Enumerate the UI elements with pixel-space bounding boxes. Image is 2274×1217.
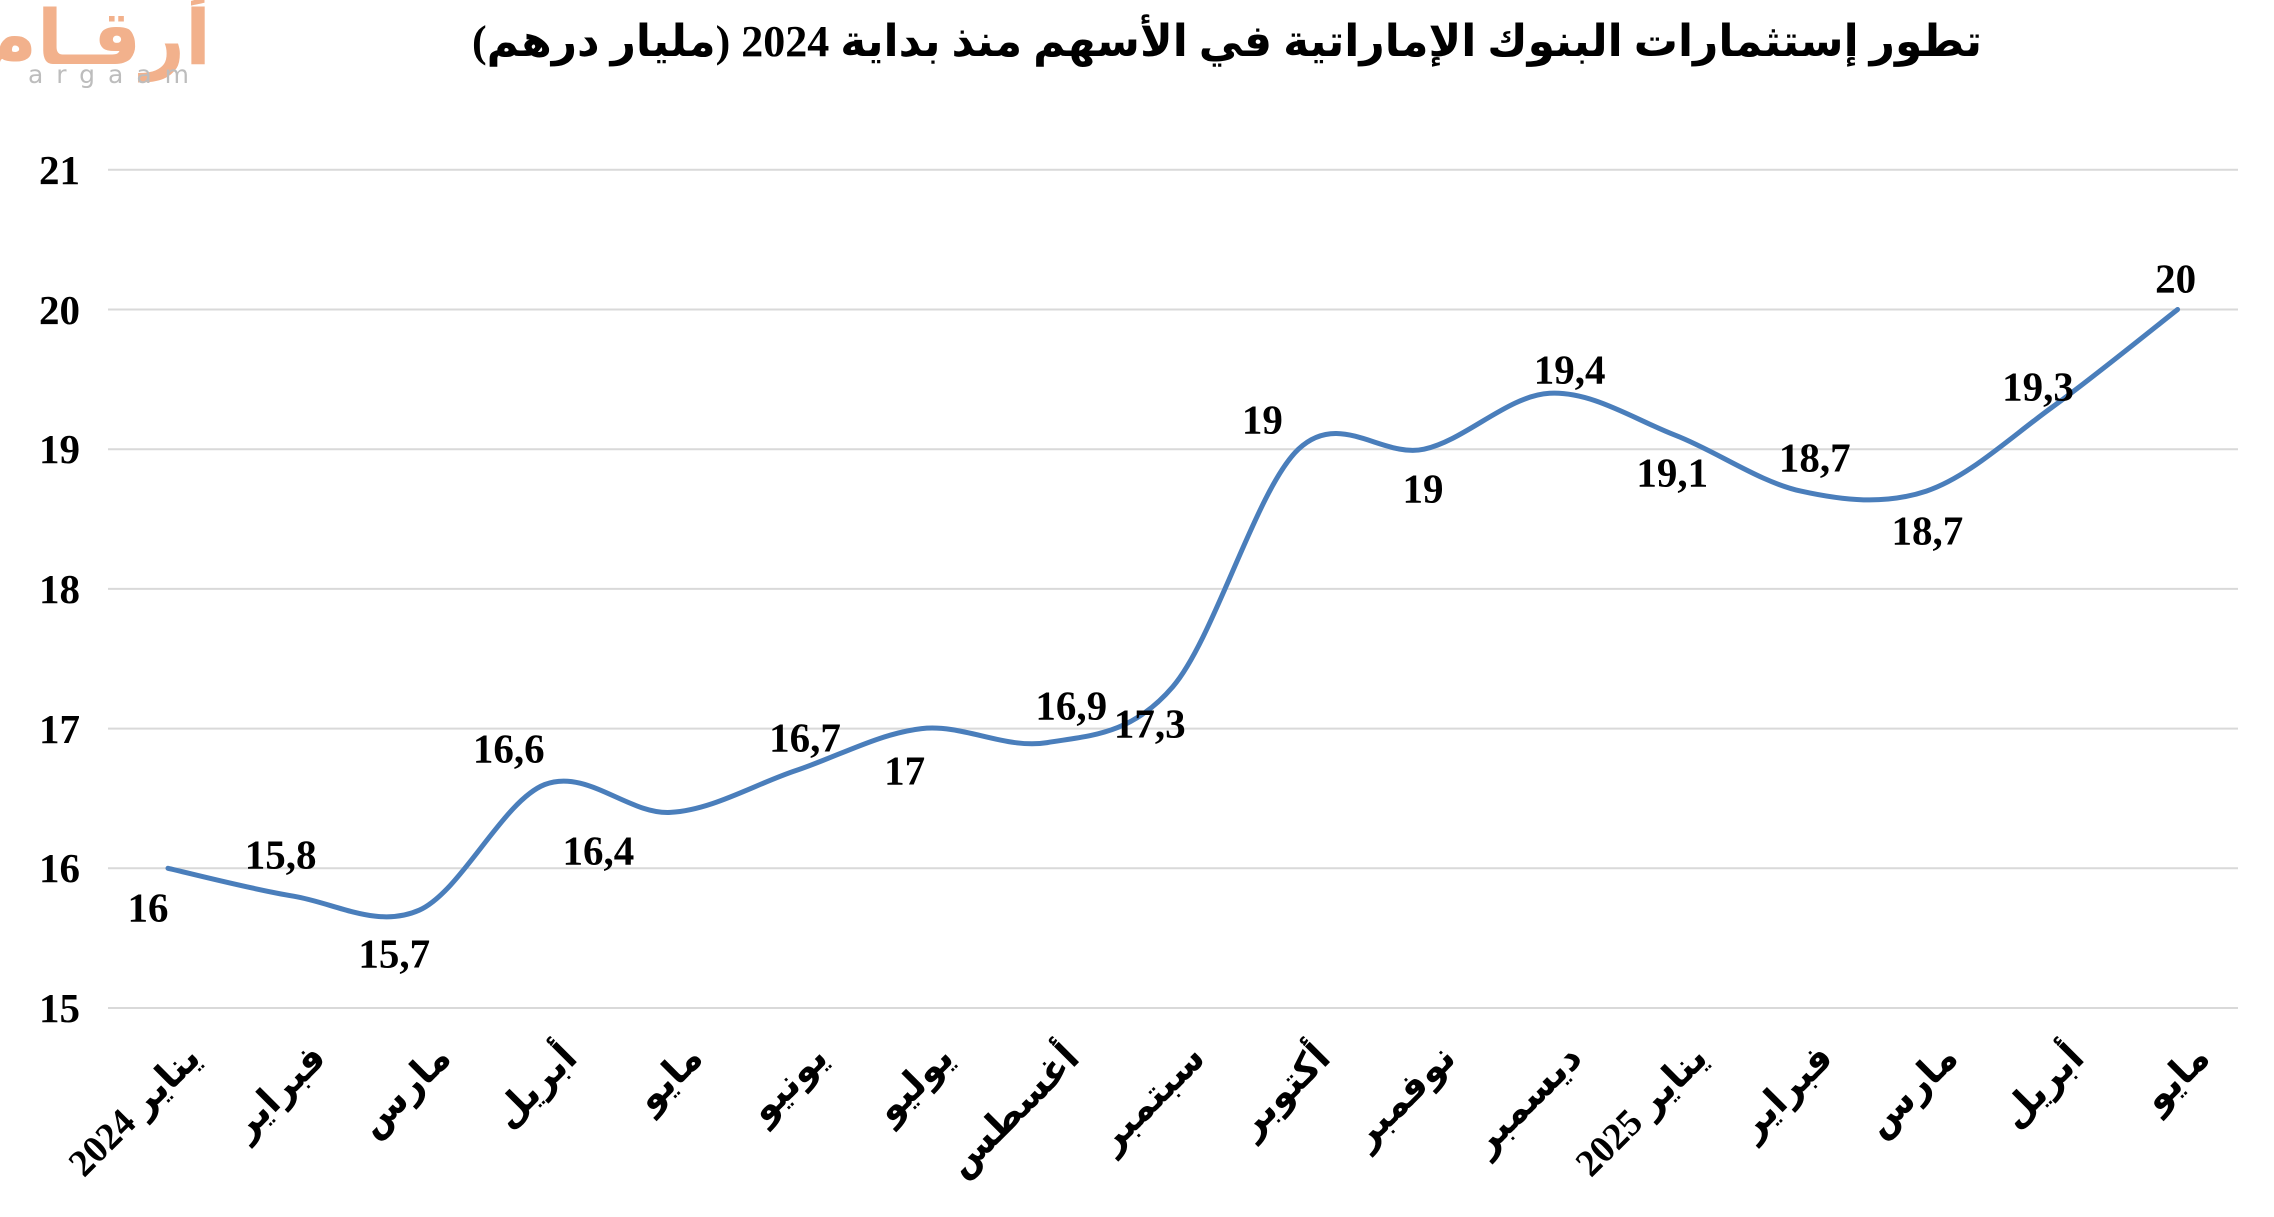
data-label: 19	[1241, 396, 1283, 443]
data-label: 16,4	[562, 827, 635, 874]
series-line	[165, 307, 2181, 920]
y-axis-label: 15	[39, 985, 80, 1031]
chart-title: تطور إستثمارات البنوك الإماراتية في الأس…	[472, 17, 1982, 66]
data-label: 16,9	[1035, 682, 1108, 729]
data-label: 15,8	[244, 831, 317, 878]
data-label: 16,6	[472, 725, 545, 772]
data-label: 20	[2155, 255, 2197, 301]
data-label: 17,3	[1113, 700, 1186, 747]
data-label: 16,7	[769, 714, 841, 760]
data-label: 19,4	[1533, 346, 1606, 393]
y-axis-label: 20	[39, 286, 80, 333]
data-label: 18,7	[1778, 434, 1851, 481]
data-label: 19,3	[2002, 363, 2074, 410]
y-axis-label: 19	[39, 426, 80, 473]
y-axis-label: 21	[39, 146, 80, 193]
argaam-logo: أرقـام argaam	[0, 0, 211, 89]
y-axis-label: 16	[39, 845, 80, 892]
data-label: 19	[1402, 465, 1444, 512]
data-label: 18,7	[1891, 507, 1964, 554]
data-label: 19,1	[1636, 449, 1709, 496]
y-axis-label: 17	[39, 705, 80, 752]
data-label: 16	[127, 884, 169, 931]
argaam-logo-arabic: أرقـام	[0, 0, 211, 82]
data-label: 15,7	[358, 930, 431, 977]
y-axis-label: 18	[39, 565, 80, 612]
data-label: 17	[884, 747, 926, 794]
argaam-logo-latin: argaam	[27, 60, 203, 89]
